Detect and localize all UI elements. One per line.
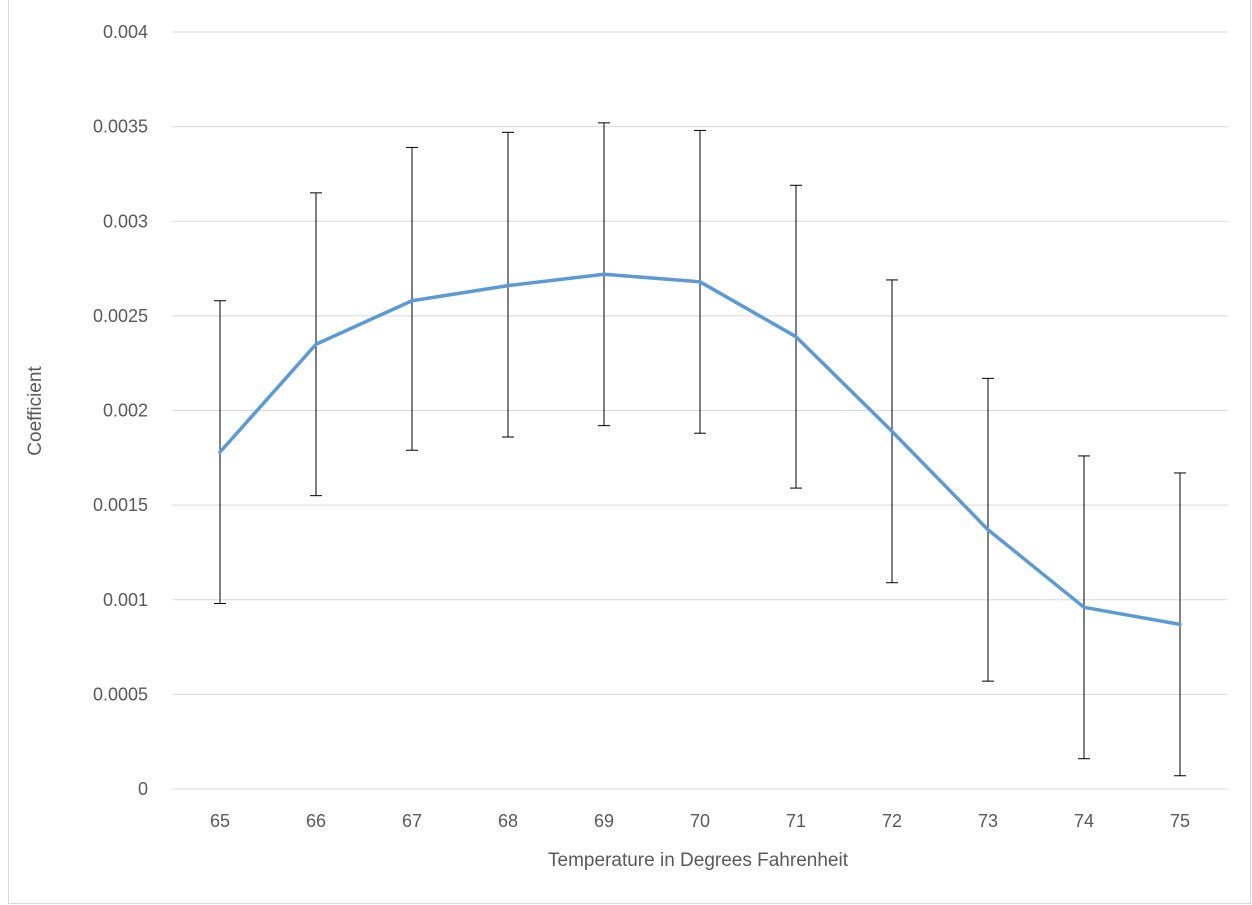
series-line [218,272,1182,627]
y-axis-title: Coefficient [25,366,46,456]
y-tick-label: 0.002 [103,401,148,421]
x-tick-label: 73 [978,811,998,831]
x-tick-label: 66 [306,811,326,831]
x-tick-label: 67 [402,811,422,831]
x-axis-ticks: 65 66 67 68 69 70 71 72 73 74 75 [210,811,1190,831]
y-tick-label: 0.0025 [93,306,148,326]
x-tick-label: 70 [690,811,710,831]
x-tick-label: 65 [210,811,230,831]
y-tick-label: 0 [138,779,148,799]
x-axis-title: Temperature in Degrees Fahrenheit [548,850,849,871]
y-tick-label: 0.0015 [93,495,148,515]
y-tick-label: 0.004 [103,22,148,42]
x-tick-label: 69 [594,811,614,831]
y-tick-label: 0.0005 [93,684,148,704]
x-tick-label: 71 [786,811,806,831]
chart-frame [8,0,1251,904]
x-tick-label: 75 [1170,811,1190,831]
y-axis-ticks: 0 0.0005 0.001 0.0015 0.002 0.0025 0.003 0.0035… [93,22,148,799]
error-bar [406,146,418,451]
x-tick-label: 68 [498,811,518,831]
y-tick-label: 0.001 [103,590,148,610]
series-group [218,272,1182,627]
y-tick-label: 0.003 [103,211,148,231]
x-tick-label: 72 [882,811,902,831]
y-tick-label: 0.0035 [93,117,148,137]
x-tick-label: 74 [1074,811,1094,831]
